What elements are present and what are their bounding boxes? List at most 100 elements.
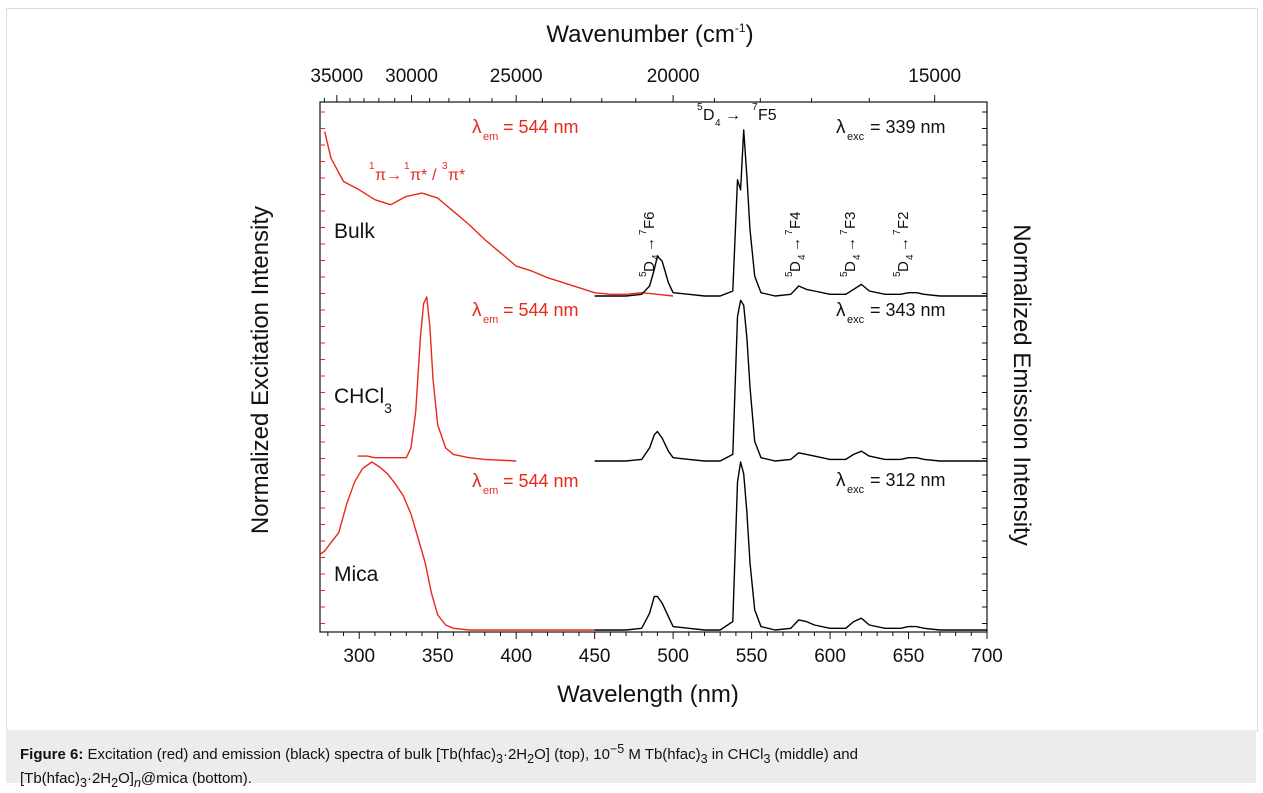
transition-sup: 5	[638, 271, 649, 277]
caption-text-f: in CHCl	[707, 746, 764, 763]
excitation-wavelength-chcl3: = 544 nm	[503, 300, 579, 320]
sub-4: 4	[715, 118, 721, 129]
caption-text-c: O] (top), 10	[534, 746, 610, 763]
bottom-tick-label: 300	[343, 646, 375, 667]
transition-final: F3	[842, 211, 859, 229]
transition-text: D	[787, 261, 804, 272]
excitation-label-chcl3: λ em = 544 nm	[472, 300, 579, 326]
transition-label-3: D5 4 → 7F2	[892, 211, 916, 277]
transition-sub: 4	[651, 254, 662, 260]
pi-1: π	[375, 167, 386, 184]
emission-label-chcl3: λ exc = 343 nm	[836, 300, 946, 326]
transition-sub: 4	[852, 254, 863, 260]
excitation-series-0	[324, 131, 674, 297]
caption-text-i: ·2H	[86, 770, 112, 787]
caption-sub-6: 2	[111, 776, 119, 790]
transition-label-2: D5 4 → 7F3	[839, 211, 863, 277]
lambda-subscript: exc	[847, 484, 865, 496]
transition-label-0: D5 4 → 7F6	[638, 211, 662, 277]
figure-caption: Figure 6: Excitation (red) and emission …	[6, 730, 1256, 790]
x-axis-title: Wavelength (nm)	[557, 681, 739, 708]
transition-final: F4	[787, 211, 804, 229]
left-axis-title: Normalized Excitation Intensity	[247, 206, 274, 534]
caption-text-g: (middle) and	[770, 746, 858, 763]
emission-series-2	[594, 461, 987, 631]
lambda-subscript: exc	[847, 314, 865, 326]
d-label: D	[703, 107, 715, 124]
transition-main-label: 5 D 4 → 7 F5	[697, 102, 777, 129]
caption-sup: −5	[609, 742, 625, 756]
bottom-tick-label: 600	[814, 646, 846, 667]
transition-sup: 7	[784, 229, 795, 235]
lambda-subscript: exc	[847, 131, 865, 143]
transition-text: D	[842, 261, 859, 272]
transition-sup: 7	[892, 229, 903, 235]
top-axis-ticks: 35000 30000 25000 20000 15000	[310, 66, 961, 102]
caption-sub-2: 2	[527, 752, 535, 766]
sup-7: 7	[752, 102, 758, 113]
top-tick-label: 20000	[647, 66, 700, 87]
excitation-wavelength-mica: = 544 nm	[503, 471, 579, 491]
plot-frame	[6, 8, 1258, 732]
lambda-subscript: em	[483, 314, 498, 326]
transition-sup: 7	[839, 229, 850, 235]
pi-transition-annotation: 1 π → 1 π* / 3 π*	[369, 161, 465, 184]
transition-sub: 4	[905, 254, 916, 260]
top-tick-label: 25000	[490, 66, 543, 87]
transition-text: D	[641, 261, 658, 272]
caption-text-j: O]	[118, 770, 134, 787]
transition-arrow: →	[787, 237, 804, 252]
spectra-chart: 300 350 400 450 500 550 600 650 700 35000 30000 25…	[247, 21, 1035, 708]
bottom-tick-label: 550	[736, 646, 768, 667]
excitation-label-mica: λ em = 544 nm	[472, 471, 579, 497]
excitation-series-1	[357, 296, 517, 462]
slash: /	[432, 167, 437, 184]
lambda-subscript: em	[483, 131, 498, 143]
pi-sup-3: 3	[442, 161, 448, 172]
series-group	[319, 129, 987, 631]
excitation-series-2	[319, 461, 595, 631]
caption-label: Figure 6:	[20, 746, 84, 763]
transition-arrow: →	[895, 237, 912, 252]
caption-text-a: Excitation (red) and emission (black) sp…	[87, 746, 497, 763]
transition-arrow: →	[641, 237, 658, 252]
arrow: →	[725, 107, 741, 124]
top-tick-label: 15000	[908, 66, 961, 87]
lambda-subscript: em	[483, 485, 498, 497]
side-axis-ticks	[320, 111, 987, 624]
bottom-tick-label: 400	[500, 646, 532, 667]
transition-final: F6	[641, 211, 658, 229]
bottom-axis-ticks: 300 350 400 450 500 550 600 650 700	[327, 632, 1003, 667]
caption-text-b: ·2H	[502, 746, 528, 763]
transition-final: F2	[895, 211, 912, 229]
pi-sup-1: 1	[369, 161, 375, 172]
arrow: →	[386, 167, 402, 184]
sup-5: 5	[697, 102, 703, 113]
pi-sup-2: 1	[404, 161, 410, 172]
emission-label-bulk: λ exc = 339 nm	[836, 117, 946, 143]
lambda-symbol: λ	[836, 117, 846, 138]
emission-label-mica: λ exc = 312 nm	[836, 470, 946, 496]
transition-sup: 5	[784, 271, 795, 277]
panel-label-chcl3-main: CHCl	[334, 385, 384, 408]
top-axis-title-sup: -1	[735, 21, 746, 35]
emission-series-0	[594, 129, 987, 297]
lambda-symbol: λ	[836, 300, 846, 321]
caption-text-h: [Tb(hfac)	[20, 770, 81, 787]
caption-n: n	[133, 776, 141, 790]
transition-arrow: →	[842, 237, 859, 252]
transition-sup: 5	[892, 271, 903, 277]
bottom-tick-label: 450	[579, 646, 611, 667]
transition-label-1: D5 4 → 7F4	[784, 211, 808, 277]
plot-border	[319, 101, 988, 633]
panel-label-chcl3: CHCl3	[334, 385, 392, 416]
bottom-tick-label: 700	[971, 646, 1003, 667]
caption-sub-4: 3	[763, 752, 771, 766]
bottom-tick-label: 350	[422, 646, 454, 667]
panel-label-mica: Mica	[334, 563, 379, 586]
bottom-tick-label: 500	[657, 646, 689, 667]
top-axis-title-main: Wavenumber (cm	[546, 21, 734, 48]
main-transition: F5	[758, 107, 777, 124]
